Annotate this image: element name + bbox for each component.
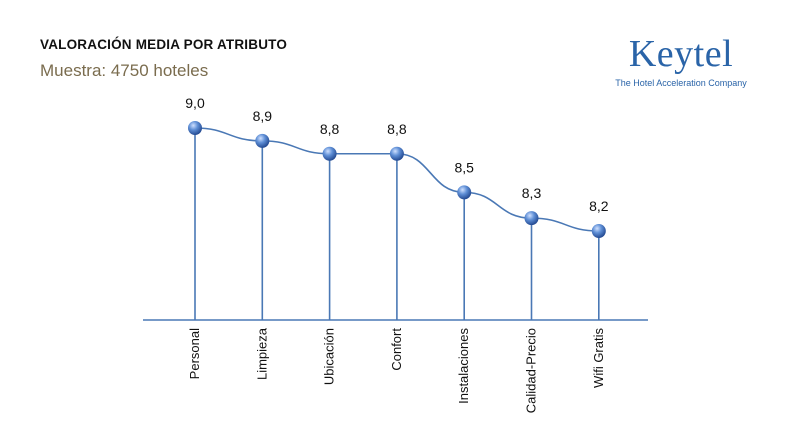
value-label: 8,8 bbox=[320, 121, 340, 137]
value-label: 9,0 bbox=[185, 95, 205, 111]
category-label: Ubicación bbox=[322, 328, 337, 385]
data-point bbox=[255, 133, 270, 148]
chart-title: VALORACIÓN MEDIA POR ATRIBUTO bbox=[40, 37, 288, 52]
category-label: Personal bbox=[187, 328, 202, 379]
value-label: 8,3 bbox=[522, 185, 542, 201]
data-point bbox=[457, 185, 472, 200]
value-label: 8,2 bbox=[589, 198, 609, 214]
category-label: Wifi Gratis bbox=[591, 328, 606, 388]
value-label: 8,9 bbox=[253, 108, 273, 124]
logo-wordmark: Keytel bbox=[628, 33, 734, 75]
data-point bbox=[322, 146, 337, 161]
data-point bbox=[188, 121, 202, 135]
value-label: 8,8 bbox=[387, 121, 407, 137]
category-label: Instalaciones bbox=[456, 328, 471, 404]
category-label: Limpieza bbox=[254, 327, 269, 380]
keytel-logo: Keytel The Hotel Acceleration Company bbox=[606, 34, 756, 88]
value-label: 8,5 bbox=[454, 159, 474, 175]
data-point bbox=[389, 146, 404, 161]
category-label: Confort bbox=[389, 328, 404, 371]
data-point bbox=[524, 211, 539, 226]
chart-subtitle: Muestra: 4750 hoteles bbox=[40, 61, 209, 80]
logo-tagline: The Hotel Acceleration Company bbox=[615, 78, 747, 88]
category-label: Calidad-Precio bbox=[524, 328, 539, 413]
data-point bbox=[591, 224, 606, 238]
